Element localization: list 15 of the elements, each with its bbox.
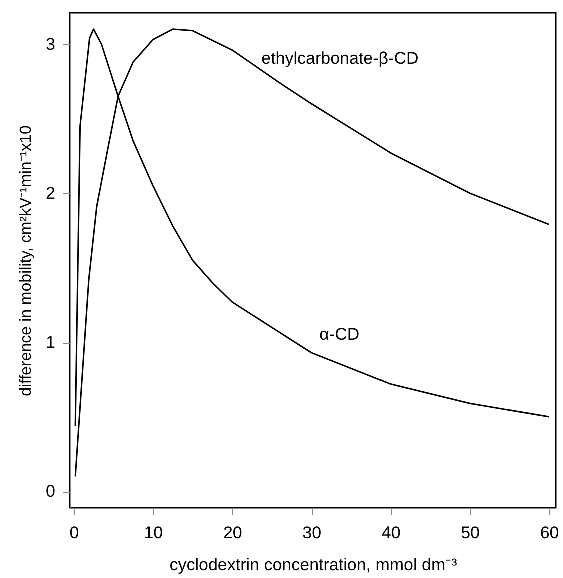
series-label: ethylcarbonate-β-CD — [262, 48, 419, 68]
series-label: α-CD — [320, 324, 360, 344]
x-tick-label: 20 — [223, 524, 242, 542]
x-axis-title: cyclodextrin concentration, mmol dm⁻³ — [170, 556, 458, 574]
x-tick-label: 0 — [70, 524, 80, 542]
y-tick-label: 2 — [46, 184, 56, 203]
y-tick-label: 1 — [46, 333, 56, 352]
x-tick-label: 30 — [302, 524, 322, 542]
y-tick-label: 3 — [46, 34, 56, 54]
y-axis-title: difference in mobility, cm²kV⁻¹min⁻¹x10 — [18, 125, 36, 396]
y-tick-label: 0 — [46, 482, 56, 502]
x-tick-label: 10 — [144, 524, 164, 542]
x-tick-label: 50 — [461, 524, 480, 542]
x-tick-label: 40 — [382, 524, 401, 542]
x-tick-label: 60 — [540, 524, 560, 542]
